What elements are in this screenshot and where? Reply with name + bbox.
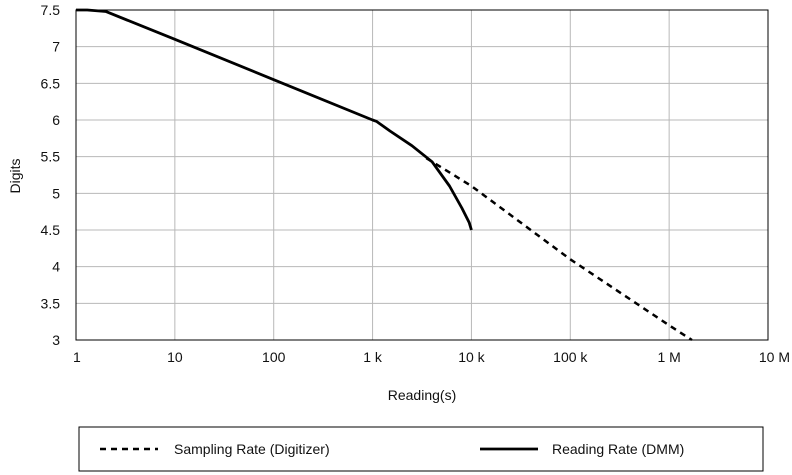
y-tick-label: 3.5 bbox=[41, 295, 61, 311]
plot-area bbox=[76, 10, 768, 340]
x-tick-label: 10 k bbox=[458, 349, 485, 365]
x-tick-label: 1 k bbox=[363, 349, 383, 365]
x-tick-label: 1 M bbox=[657, 349, 680, 365]
series-layer bbox=[76, 8, 693, 342]
y-tick-label: 5 bbox=[52, 185, 60, 201]
y-tick-label: 6 bbox=[52, 112, 60, 128]
x-tick-label: 100 k bbox=[553, 349, 588, 365]
x-tick-label: 100 bbox=[262, 349, 286, 365]
legend-label-sampling-rate: Sampling Rate (Digitizer) bbox=[174, 441, 330, 457]
legend-box bbox=[78, 426, 764, 472]
plot-frame bbox=[75, 9, 769, 341]
y-tick-label: 4.5 bbox=[41, 222, 61, 238]
y-tick-label: 7.5 bbox=[41, 2, 61, 18]
legend: Sampling Rate (Digitizer) Reading Rate (… bbox=[78, 426, 764, 472]
x-tick-label: 1 bbox=[73, 349, 81, 365]
x-tick-label: 10 M bbox=[759, 349, 790, 365]
y-tick-label: 6.5 bbox=[41, 75, 61, 91]
x-axis-title: Reading(s) bbox=[388, 387, 456, 403]
y-tick-label: 7 bbox=[52, 39, 60, 55]
y-tick-label: 3 bbox=[52, 332, 60, 348]
y-tick-label: 4 bbox=[52, 259, 60, 275]
y-axis-title: Digits bbox=[7, 158, 23, 193]
legend-label-reading-rate: Reading Rate (DMM) bbox=[552, 441, 684, 457]
y-tick-label: 5.5 bbox=[41, 149, 61, 165]
series-line-sampling-rate bbox=[425, 157, 693, 342]
x-tick-label: 10 bbox=[167, 349, 183, 365]
tick-labels: 1 10 100 1 k 10 k 100 k 1 M 10 M 3 3.5 4 4.5 5 5.5 6 6.… bbox=[41, 2, 790, 365]
series-line-reading-rate bbox=[76, 8, 473, 231]
